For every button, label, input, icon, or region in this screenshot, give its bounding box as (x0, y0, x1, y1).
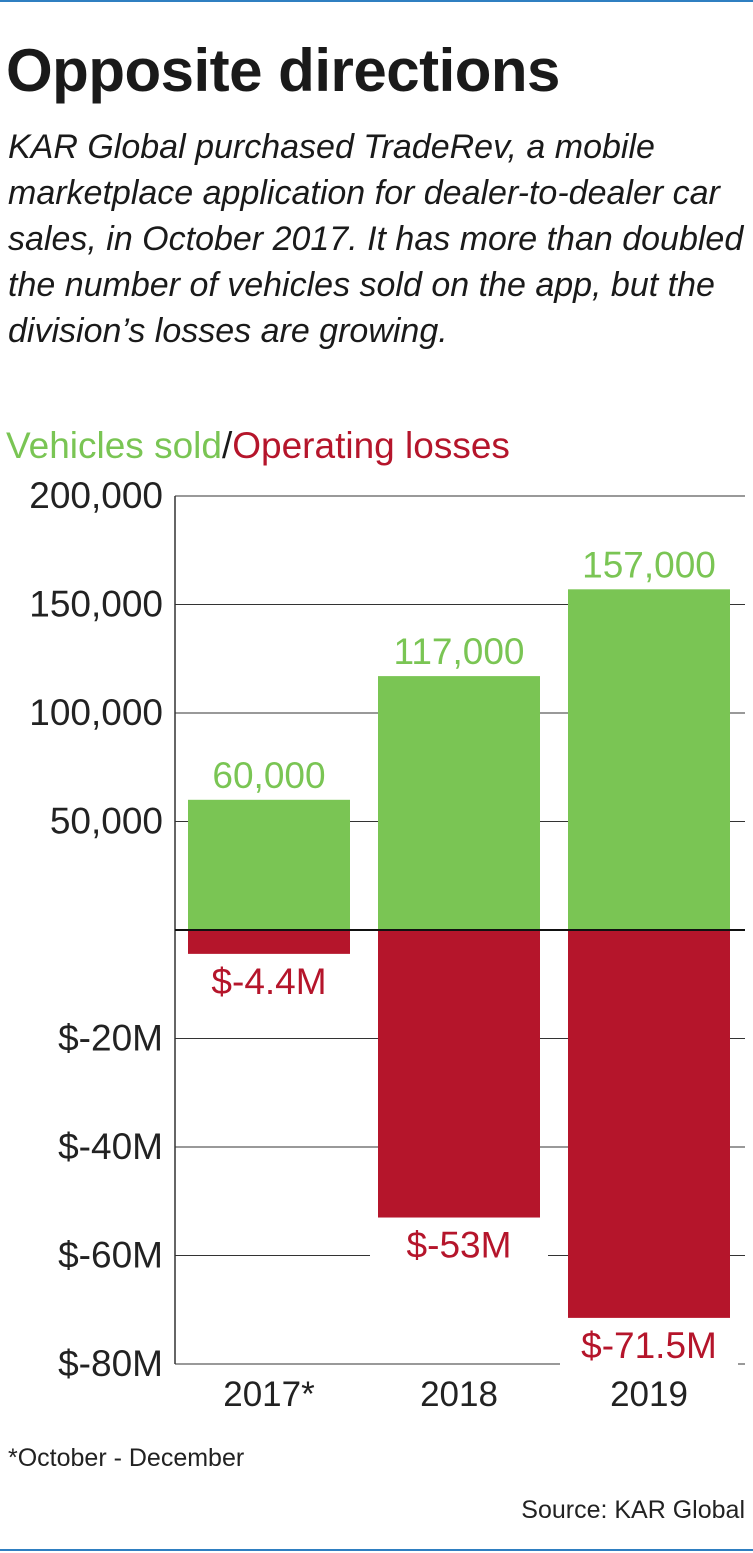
bar-losses-2 (568, 930, 730, 1318)
source-credit: Source: KAR Global (521, 1496, 745, 1524)
legend-separator: / (221, 425, 233, 466)
data-label-losses-0: $-4.4M (211, 961, 326, 1002)
data-label-losses-2: $-71.5M (581, 1325, 717, 1366)
footnote: *October - December (8, 1444, 245, 1472)
bottom-rule (0, 1549, 753, 1551)
data-label-vehicles-1: 117,000 (394, 631, 525, 672)
data-label-losses-bg-2 (560, 1321, 738, 1368)
legend-vehicles-sold: Vehicles sold (6, 425, 222, 466)
chart-title: Opposite directions (6, 37, 560, 104)
bar-losses-0 (188, 930, 350, 954)
bar-vehicles-1 (378, 676, 540, 930)
chart-subtitle: KAR Global purchased TradeRev, a mobile … (8, 128, 744, 350)
y-tick-label-upper-3: 50,000 (50, 801, 163, 842)
data-label-vehicles-2: 157,000 (582, 544, 716, 585)
y-tick-label-lower-2: $-60M (58, 1235, 163, 1276)
data-label-losses-1: $-53M (407, 1225, 512, 1266)
top-rule (0, 0, 753, 2)
y-tick-label-lower-3: $-80M (58, 1343, 163, 1384)
y-tick-label-lower-1: $-40M (58, 1126, 163, 1167)
y-tick-label-upper-2: 100,000 (29, 692, 163, 733)
bar-vehicles-0 (188, 799, 350, 930)
legend-operating-losses: Operating losses (232, 425, 510, 466)
data-label-vehicles-0: 60,000 (212, 755, 325, 796)
y-tick-label-upper-1: 150,000 (29, 584, 163, 625)
data-label-losses-bg-1 (370, 1221, 548, 1268)
x-tick-label-2: 2019 (610, 1375, 688, 1414)
x-tick-label-0: 2017* (223, 1375, 315, 1414)
legend: Vehicles sold/Operating losses (6, 424, 510, 468)
bar-losses-1 (378, 930, 540, 1218)
y-tick-label-lower-0: $-20M (58, 1018, 163, 1059)
x-tick-label-1: 2018 (420, 1375, 498, 1414)
y-tick-label-upper-0: 200,000 (29, 475, 163, 516)
data-label-losses-bg-0 (180, 957, 358, 1004)
bar-vehicles-2 (568, 589, 730, 930)
